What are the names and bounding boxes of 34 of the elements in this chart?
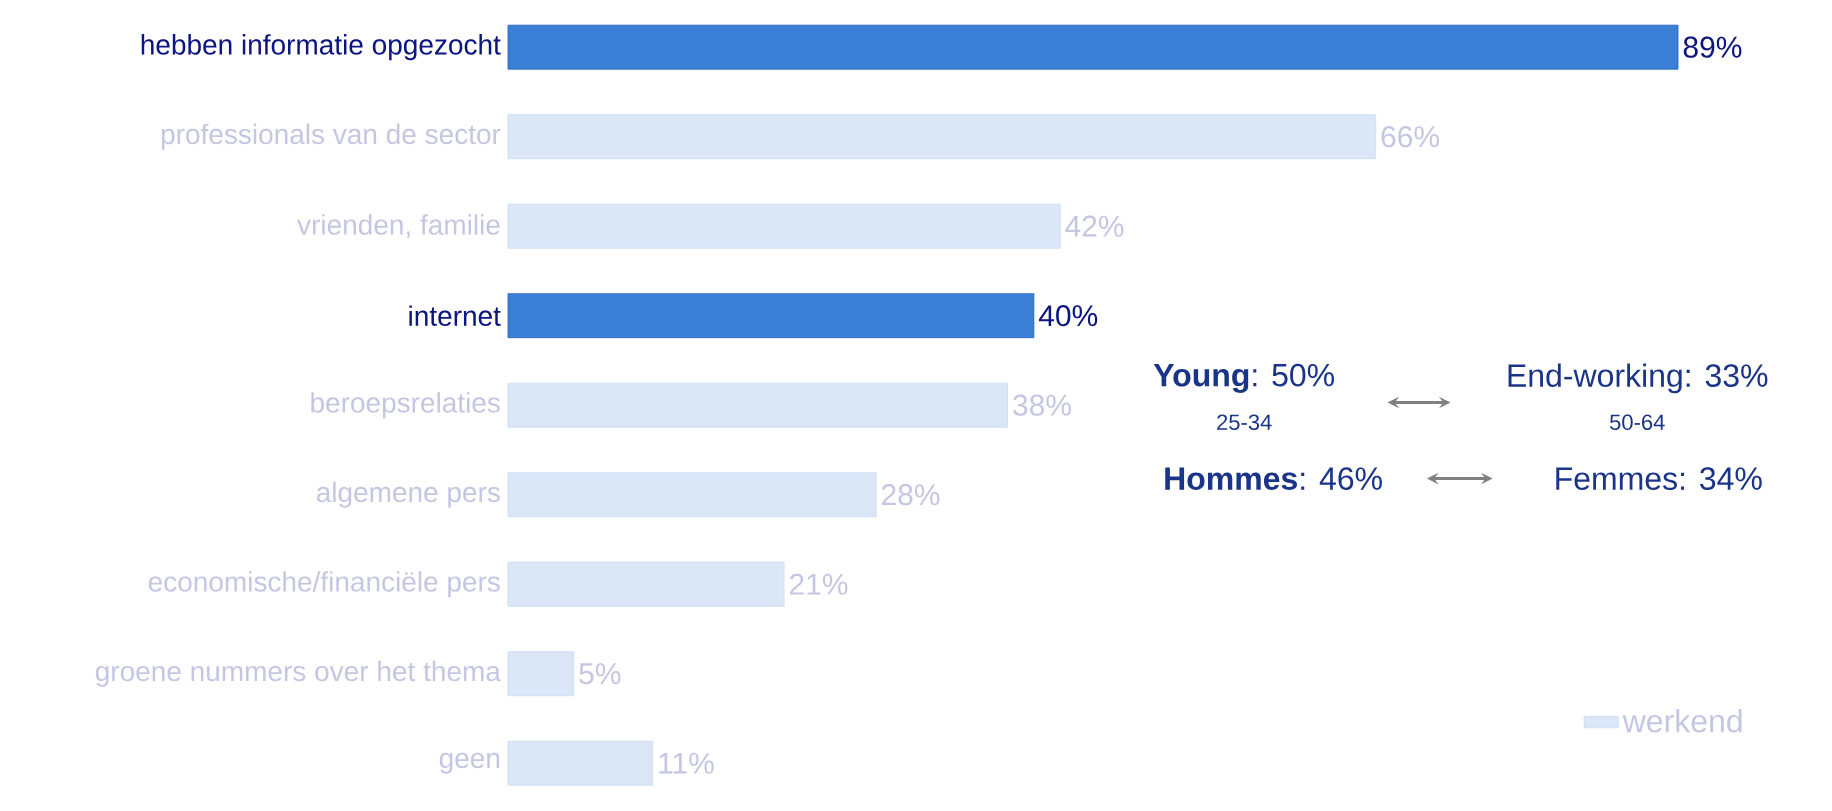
data-label: 66% [1381,126,1439,148]
bar [507,24,1679,70]
bar [507,293,1035,339]
bar [507,382,1008,428]
bar [507,740,654,786]
y-tick-label: groene nummers over het thema [95,660,501,687]
data-label: 42% [1065,215,1124,237]
bar [507,114,1377,160]
bar [507,651,575,697]
annotation: Hommes: 46% [1165,467,1382,490]
y-tick-label: economische/financiële pers [148,571,500,598]
data-label: 40% [1038,305,1098,327]
y-tick-label: internet [409,305,501,326]
y-tick-label: algemene pers [316,481,500,508]
data-label: 28% [882,484,940,506]
data-label: 21% [789,573,848,595]
data-label: 89% [1683,36,1742,58]
y-tick-label: vrienden, familie [297,214,500,239]
bar [507,472,877,518]
bar [507,561,785,607]
annotation: End-working: 33% [1508,363,1768,394]
annotation: Femmes: 34% [1556,467,1762,490]
y-tick-label: hebben informatie opgezocht [141,34,501,61]
y-tick-label: geen [439,752,500,774]
y-tick-label: professionals van de sector [161,123,501,150]
annotation: Young: 50% [1153,363,1335,393]
legend-label: werkend [1622,708,1742,733]
data-label: 5% [579,663,621,685]
y-tick-label: beroepsrelaties [311,392,500,419]
bar [507,203,1061,249]
data-label: 11% [659,752,714,774]
annotation: 25-34 [1217,414,1272,431]
annotation: 50-64 [1610,414,1665,431]
data-label: 38% [1013,394,1071,416]
